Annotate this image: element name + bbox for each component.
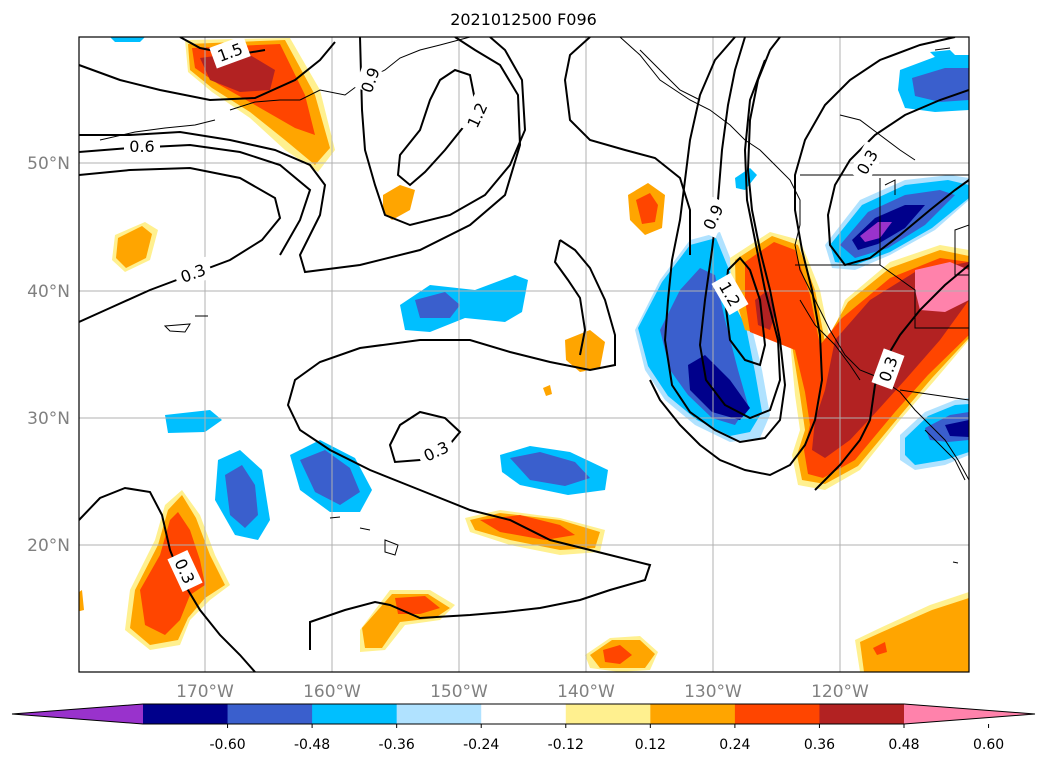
contour-labels: 1.5 0.9 1.2 0.6 0.3 0.9 1.2 0.3 0.3 0.3 … [124,35,905,592]
colorbar-segment [565,704,651,724]
colorbar-tick-label: -0.36 [379,737,415,753]
lat-label: 20°N [27,536,70,556]
lon-label: 140°W [557,682,615,702]
colorbar-tick-label: 0.12 [635,737,666,753]
colorbar-tick-label: -0.24 [463,737,499,753]
colorbar-segment [227,704,313,724]
gridlines [79,37,969,672]
colorbar-segment [143,704,229,724]
lon-label: 170°W [176,682,234,702]
colorbar-tick-label: 0.48 [888,737,919,753]
lat-label: 40°N [27,282,70,302]
coastlines [99,37,969,564]
lon-label: 120°W [811,682,869,702]
map-title: 2021012500 F096 [450,10,597,29]
colorbar-segment [734,704,820,724]
colorbar-tick-label: 0.60 [973,737,1004,753]
lat-labels: 50°N 40°N 30°N 20°N [27,154,70,556]
colorbar-segment [819,704,905,724]
colorbar-segment [650,704,736,724]
colorbar: -0.60 -0.48 -0.36 -0.24 -0.12 0.12 0.24 0.36 0.4… [11,703,1036,753]
map-frame [78,36,970,673]
colorbar-tick-label: 0.24 [719,737,750,753]
contour-label: 0.6 [129,137,154,156]
colorbar-tick-label: -0.48 [294,737,330,753]
colorbar-segment [396,704,482,724]
lon-label: 130°W [684,682,742,702]
lon-labels: 170°W 160°W 150°W 140°W 130°W 120°W [176,682,869,702]
colorbar-segment [481,704,567,724]
colorbar-segment [312,704,398,724]
colorbar-tick-label: -0.12 [548,737,584,753]
lon-label: 160°W [303,682,361,702]
lon-label: 150°W [430,682,488,702]
colorbar-outline [11,703,1036,725]
colorbar-tick-label: 0.36 [804,737,835,753]
lat-label: 30°N [27,409,70,429]
colorbar-tick-label: -0.60 [209,737,245,753]
lat-label: 50°N [27,154,70,174]
colorbar-extend-high [904,704,1035,724]
colorbar-extend-low [12,704,143,724]
